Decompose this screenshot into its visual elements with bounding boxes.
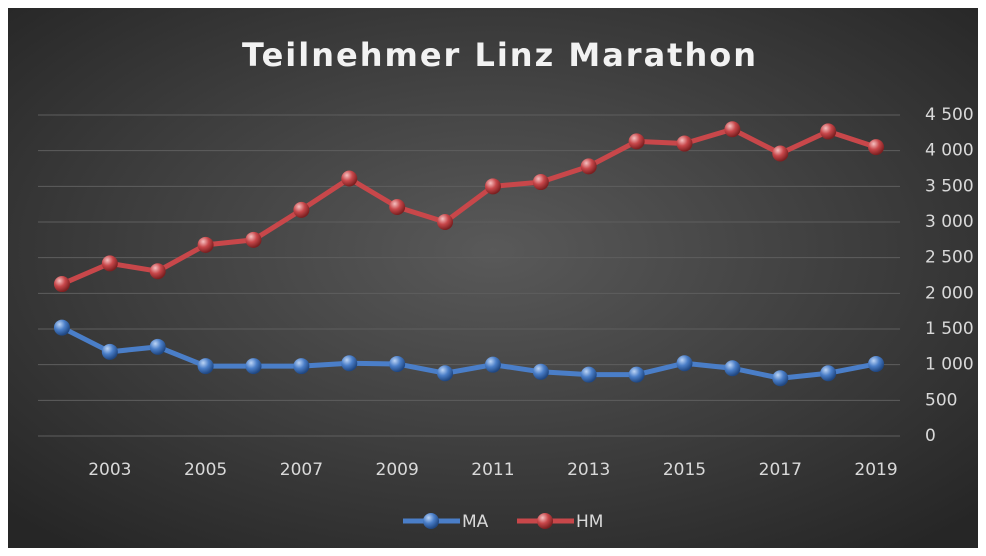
x-tick-label: 2017 [759, 460, 802, 480]
point-marker [868, 355, 885, 372]
point-marker [868, 139, 885, 156]
x-tick-label: 2015 [663, 460, 706, 480]
chart-background [8, 8, 978, 548]
point-marker [532, 174, 549, 191]
point-marker [484, 356, 501, 373]
y-tick-label: 2 500 [925, 248, 974, 268]
point-marker [101, 255, 118, 272]
legend-label: MA [462, 512, 489, 532]
point-marker [580, 366, 597, 383]
y-tick-label: 1 000 [925, 355, 974, 375]
y-tick-label: 4 000 [925, 141, 974, 161]
point-marker [293, 358, 310, 375]
point-marker [628, 366, 645, 383]
x-tick-label: 2003 [88, 460, 131, 480]
legend-marker [537, 513, 553, 529]
x-tick-label: 2005 [184, 460, 227, 480]
point-marker [628, 133, 645, 150]
series-line [60, 325, 877, 381]
point-marker [676, 355, 693, 372]
point-marker [532, 363, 549, 380]
legend-label: HM [576, 512, 603, 532]
x-tick-label: 2009 [376, 460, 419, 480]
point-marker [53, 319, 70, 336]
point-marker [293, 201, 310, 218]
point-marker [53, 276, 70, 293]
point-marker [197, 236, 214, 253]
point-marker [820, 365, 837, 382]
y-tick-label: 4 500 [925, 105, 974, 125]
point-marker [580, 158, 597, 175]
point-marker [724, 360, 741, 377]
point-marker [101, 343, 118, 360]
y-tick-label: 2 000 [925, 283, 974, 303]
x-tick-label: 2011 [471, 460, 514, 480]
point-marker [341, 355, 358, 372]
point-marker [197, 358, 214, 375]
x-tick-label: 2019 [854, 460, 897, 480]
point-marker [724, 121, 741, 138]
point-marker [772, 145, 789, 162]
y-tick-label: 1 500 [925, 319, 974, 339]
y-tick-label: 500 [925, 390, 957, 410]
point-marker [820, 123, 837, 140]
legend-marker [423, 513, 439, 529]
point-marker [389, 199, 406, 216]
point-marker [389, 355, 406, 372]
chart-title: Teilnehmer Linz Marathon [242, 36, 758, 74]
point-marker [772, 370, 789, 387]
point-marker [484, 178, 501, 195]
y-tick-label: 0 [925, 426, 936, 446]
x-tick-label: 2007 [280, 460, 323, 480]
point-marker [341, 170, 358, 187]
x-tick-label: 2013 [567, 460, 610, 480]
point-marker [676, 135, 693, 152]
point-marker [149, 338, 166, 355]
point-marker [245, 231, 262, 248]
y-tick-label: 3 000 [925, 212, 974, 232]
series-line [60, 126, 877, 287]
y-tick-label: 3 500 [925, 176, 974, 196]
point-marker [437, 365, 454, 382]
point-marker [149, 263, 166, 280]
point-marker [437, 214, 454, 230]
point-marker [245, 358, 262, 375]
